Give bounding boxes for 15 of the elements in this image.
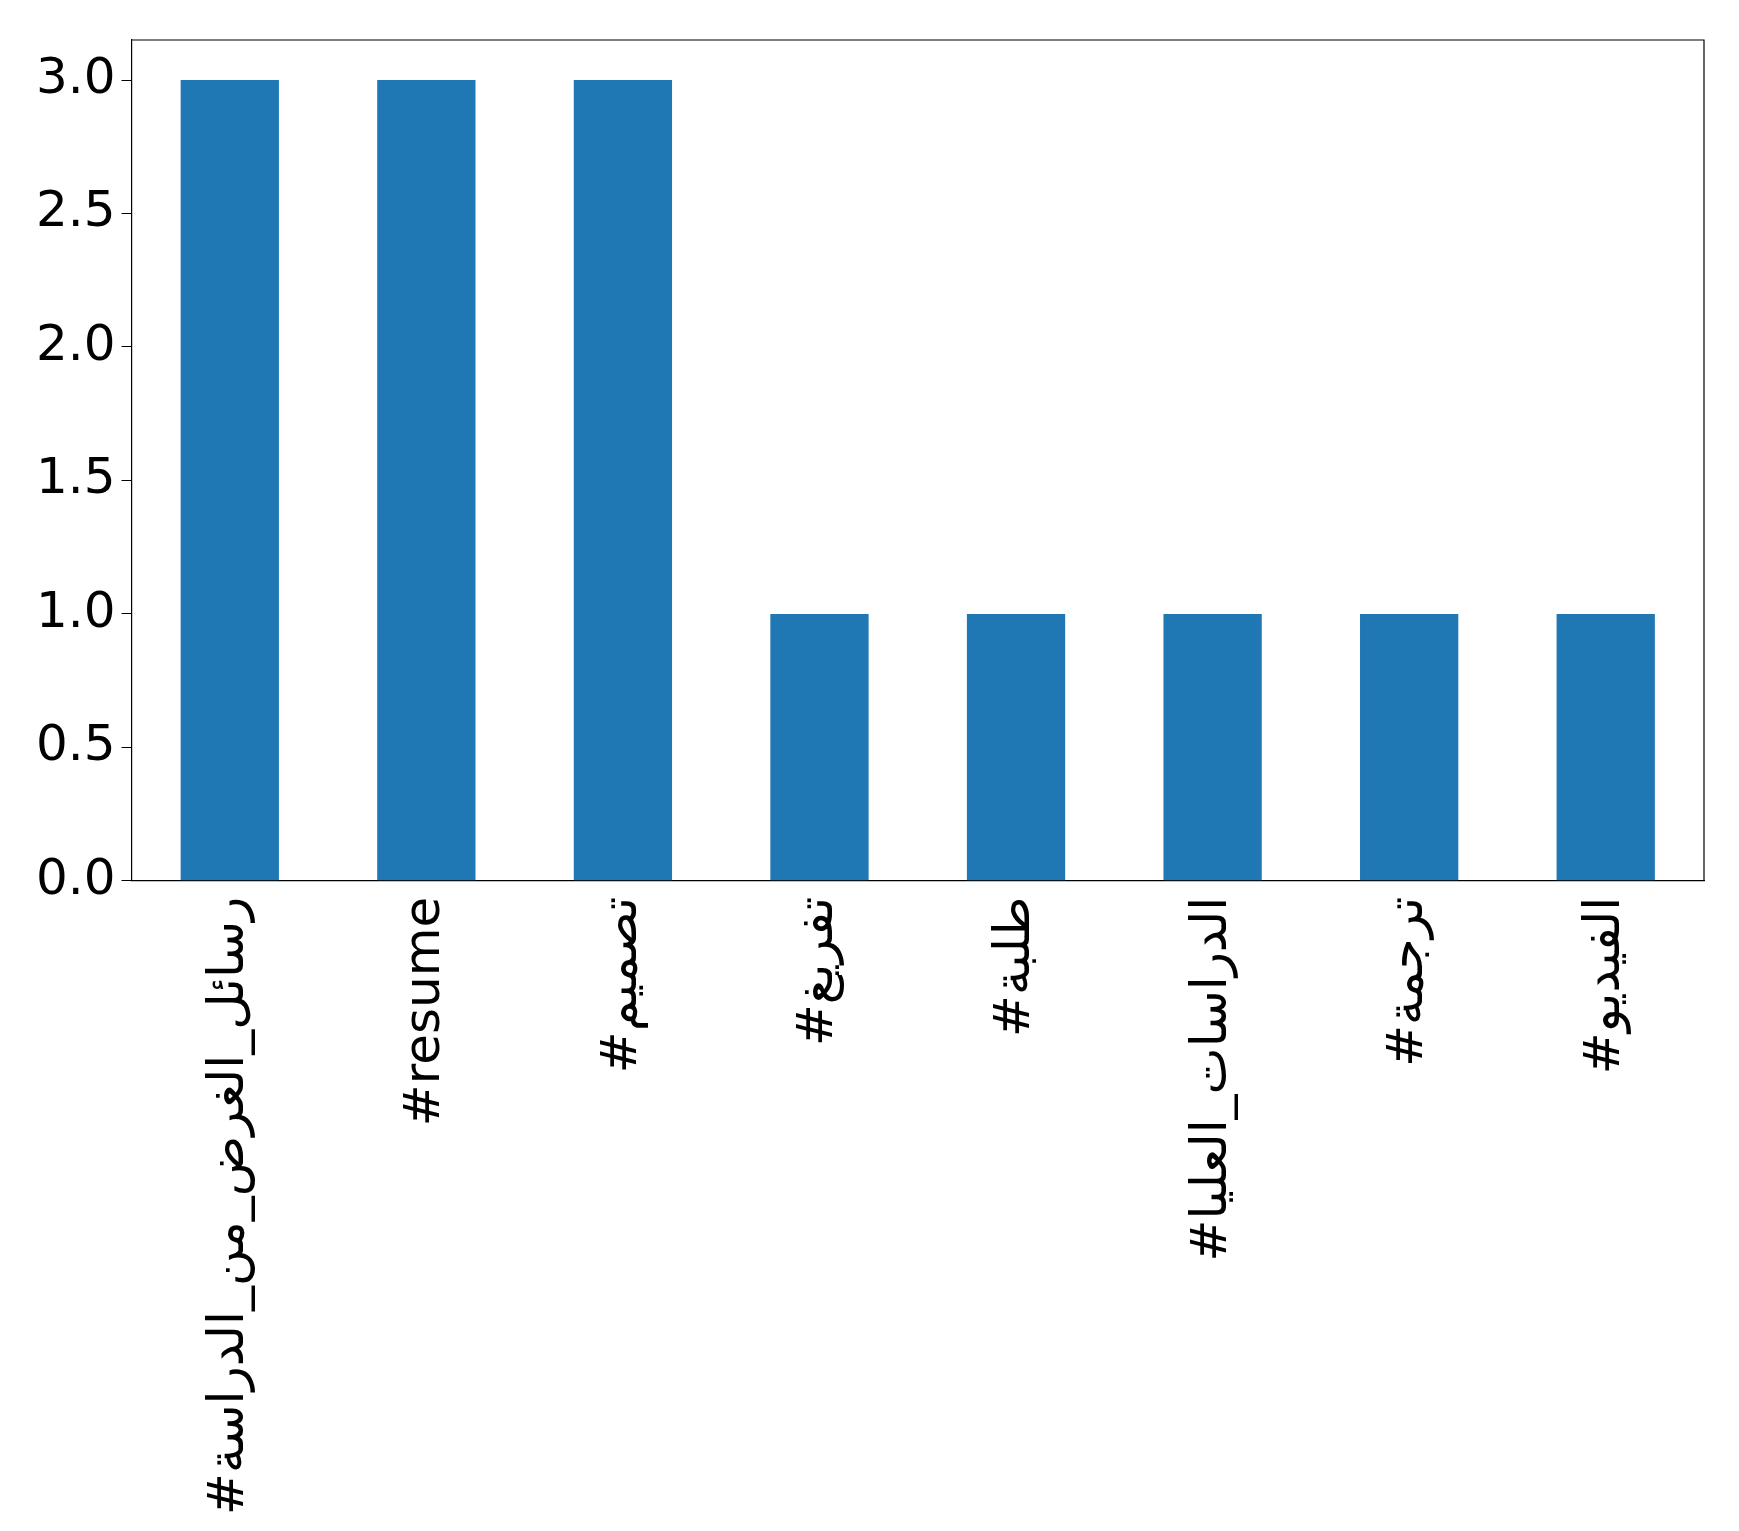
x-tick-label: #تفريغ [786,896,846,1047]
x-tick-label: #resume [393,896,452,1127]
y-tick-label: 0.0 [35,847,116,906]
y-tick-label: 2.5 [35,180,116,239]
x-tick-label: #تصميم [589,896,648,1074]
x-tick-label: #رسائل_الغرض_من_الدراسة [196,896,255,1516]
x-tick-label: #طلبة [983,896,1042,1037]
x-tick-label: #الدراسات_العليا [1179,896,1238,1262]
y-tick-label: 1.5 [35,447,116,506]
y-tick-label: 2.0 [35,313,116,372]
y-tick-label: 1.0 [35,580,116,639]
y-tick-label: 0.5 [35,714,116,773]
y-tick-label: 3.0 [35,47,116,106]
x-tick-label: #ترجمة [1376,896,1435,1067]
x-tick-label: #الفيديو [1572,896,1631,1075]
